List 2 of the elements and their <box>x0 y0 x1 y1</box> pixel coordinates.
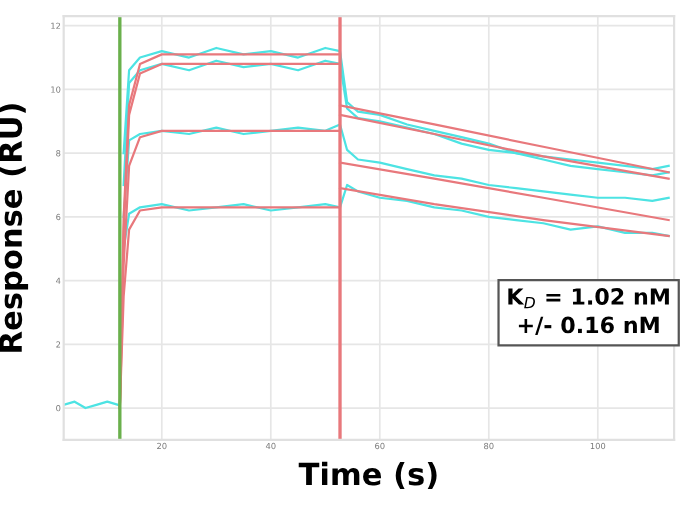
x-axis-title: Time (s) <box>298 461 437 490</box>
annotation: K$_{D}$ = 1.02 nM +/- 0.16 nM <box>508 288 669 336</box>
